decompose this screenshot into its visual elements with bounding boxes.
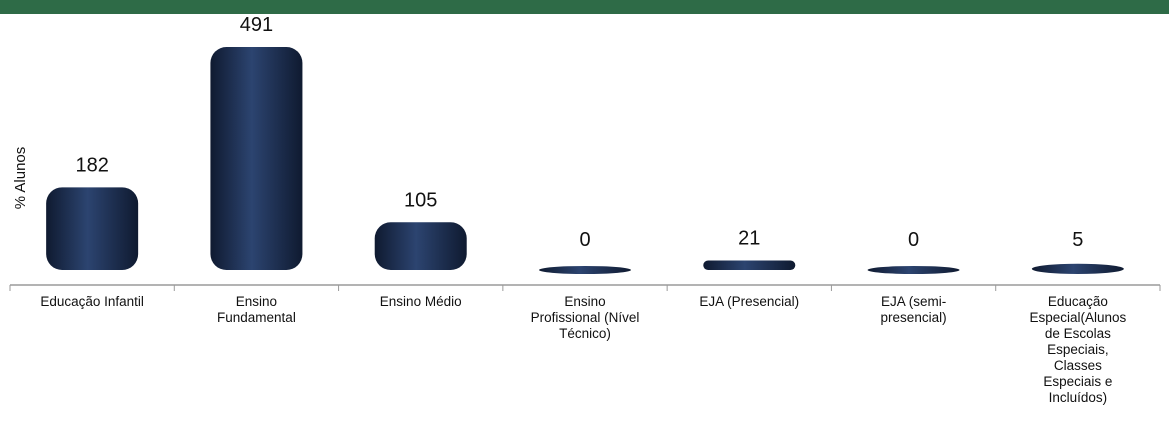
bar-value-label: 491 [240,14,273,36]
bar-value-label: 105 [404,189,437,211]
bar [867,266,960,274]
category-label: Ensino Médio [380,294,462,309]
y-axis-label: % Alunos [12,147,29,210]
bar-value-label: 0 [908,229,919,251]
bar-value-label: 5 [1072,229,1083,251]
category-label: Ensino Profissional (Nível Técnico) [531,294,640,341]
bar [539,266,631,274]
bar-value-label: 21 [738,227,760,249]
bar-value-label: 0 [579,229,590,251]
category-label: Ensino Fundamental [217,294,296,325]
category-label: EJA (semi-presencial) [881,294,947,325]
category-label: EJA (Presencial) [699,294,799,309]
bar [374,222,467,270]
bar [46,187,139,270]
top-accent-bar [0,0,1169,14]
bar [703,260,796,270]
bar-value-label: 182 [75,154,108,176]
bar [1031,263,1124,274]
category-label: Educação Especial(Alunos de Escolas Especia… [1029,294,1126,405]
category-label: Educação Infantil [40,294,144,309]
bar [210,47,303,270]
